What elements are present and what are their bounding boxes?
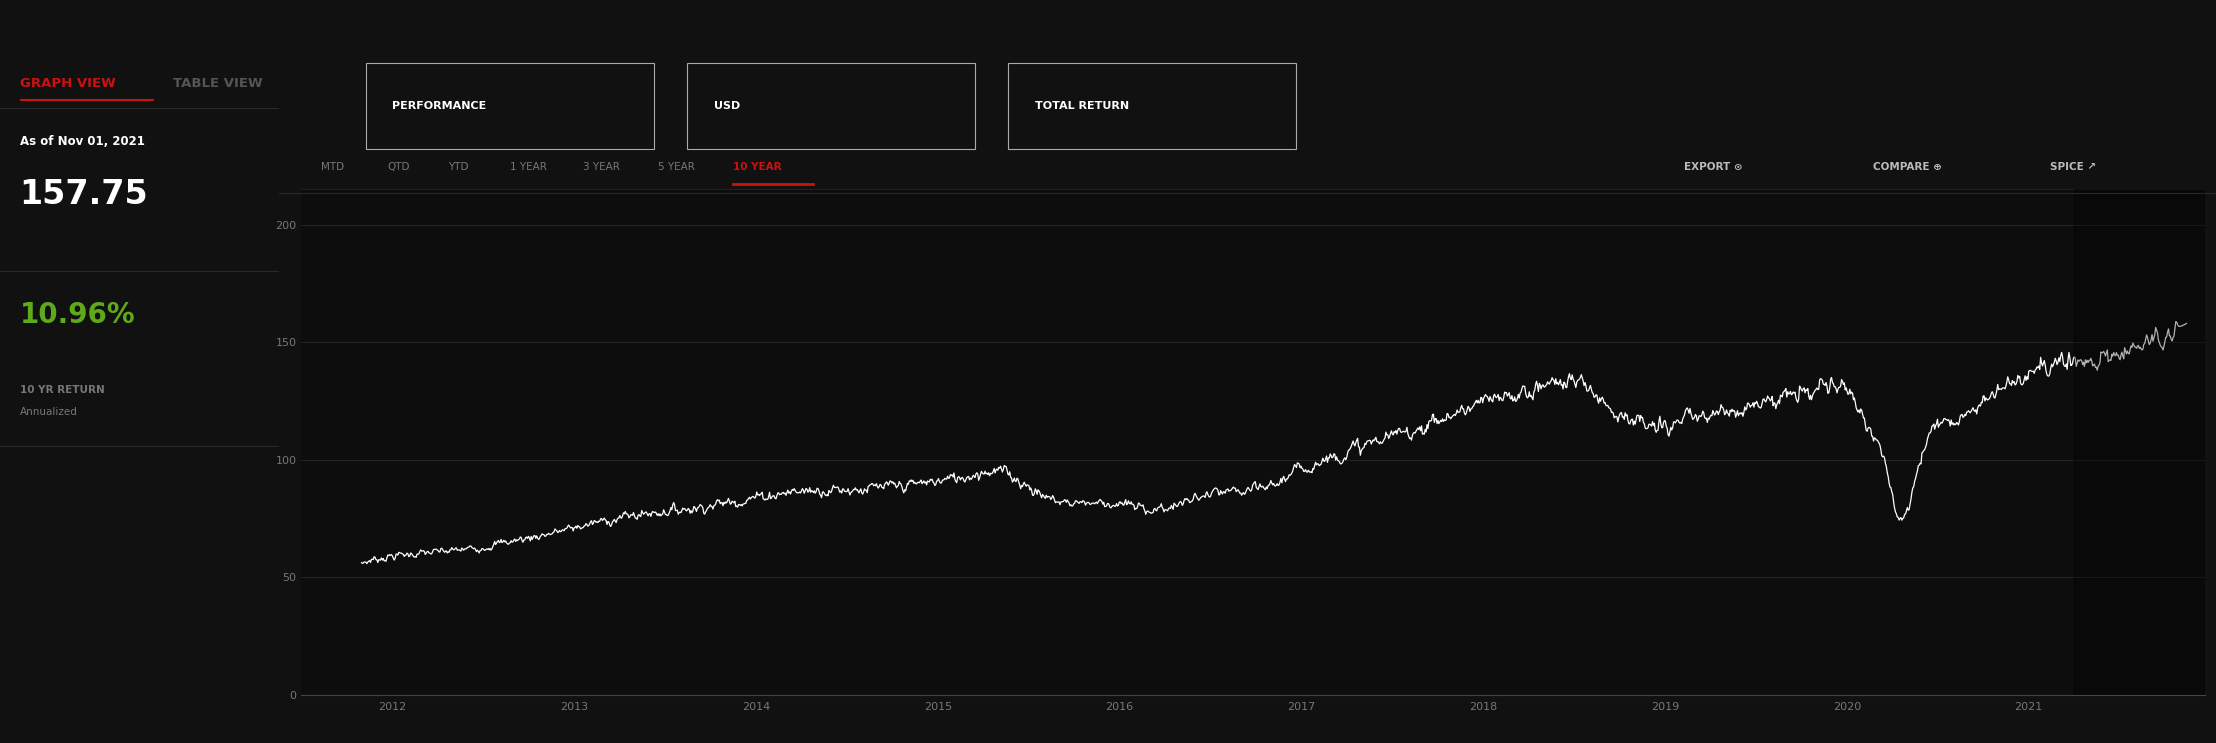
Text: 10 YEAR: 10 YEAR <box>733 162 782 172</box>
Text: USD: USD <box>714 101 740 111</box>
Text: SPICE ↗: SPICE ↗ <box>2050 162 2096 172</box>
Bar <box>2074 189 2205 695</box>
Text: As of Nov 01, 2021: As of Nov 01, 2021 <box>20 135 144 148</box>
Text: 10 YR RETURN: 10 YR RETURN <box>20 385 104 395</box>
Text: 1 YEAR: 1 YEAR <box>510 162 547 172</box>
Text: 10.96%: 10.96% <box>20 301 135 329</box>
Bar <box>366 63 654 149</box>
Text: EXPORT ⊙: EXPORT ⊙ <box>1684 162 1742 172</box>
Text: COMPARE ⊕: COMPARE ⊕ <box>1873 162 1941 172</box>
Text: 3 YEAR: 3 YEAR <box>583 162 620 172</box>
Text: Annualized: Annualized <box>20 407 78 418</box>
Bar <box>1008 63 1296 149</box>
Text: YTD: YTD <box>448 162 468 172</box>
Text: TABLE VIEW: TABLE VIEW <box>173 77 264 90</box>
Text: GRAPH VIEW: GRAPH VIEW <box>20 77 115 90</box>
Text: PERFORMANCE: PERFORMANCE <box>392 101 488 111</box>
Bar <box>687 63 975 149</box>
Text: 157.75: 157.75 <box>20 178 148 211</box>
Text: 5 YEAR: 5 YEAR <box>658 162 696 172</box>
Text: TOTAL RETURN: TOTAL RETURN <box>1035 101 1128 111</box>
Text: QTD: QTD <box>388 162 410 172</box>
Text: MTD: MTD <box>321 162 343 172</box>
